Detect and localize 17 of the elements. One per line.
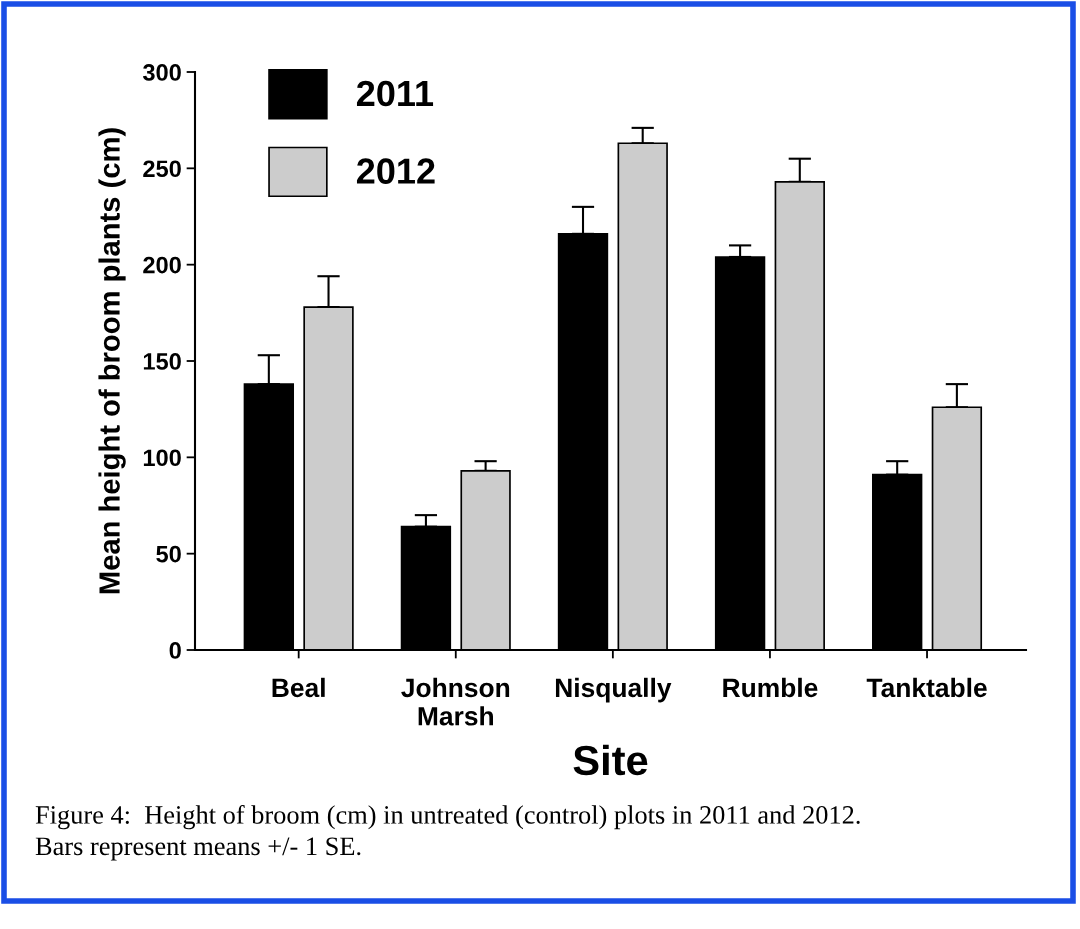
legend-label: 2011 <box>356 80 434 107</box>
x-axis-title: Site <box>573 744 648 776</box>
y-tick-label: 200 <box>143 256 181 274</box>
x-tick-label: Johnson Marsh <box>401 677 510 726</box>
caption: Figure 4: Height of broom (cm) in untreated (control) plots in 2011 and 2012. Bars represent means +/- 1 SE. <box>35 805 860 861</box>
y-tick-label: 0 <box>169 642 181 659</box>
y-tick-label: 100 <box>143 449 181 467</box>
legend-label: 2012 <box>356 158 435 184</box>
x-tick-label: Rumble <box>723 677 818 698</box>
y-tick-label: 150 <box>143 353 181 370</box>
y-tick-label: 50 <box>156 545 181 563</box>
y-axis-title: Mean height of broom plants (cm) <box>98 128 126 594</box>
x-tick-label: Nisqually <box>555 677 672 703</box>
y-tick-label: 300 <box>142 64 181 81</box>
y-tick-label: 250 <box>143 160 181 178</box>
x-tick-label: Tanktable <box>866 677 987 698</box>
x-tick-label: Beal <box>272 677 325 698</box>
